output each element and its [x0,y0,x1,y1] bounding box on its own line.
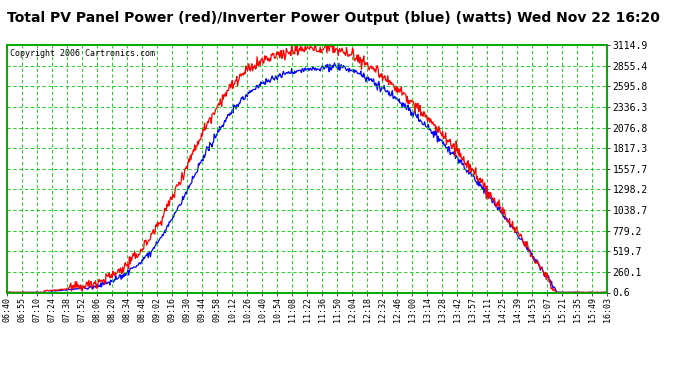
Text: Total PV Panel Power (red)/Inverter Power Output (blue) (watts) Wed Nov 22 16:20: Total PV Panel Power (red)/Inverter Powe… [7,11,660,25]
Text: Copyright 2006 Cartronics.com: Copyright 2006 Cartronics.com [10,49,155,58]
